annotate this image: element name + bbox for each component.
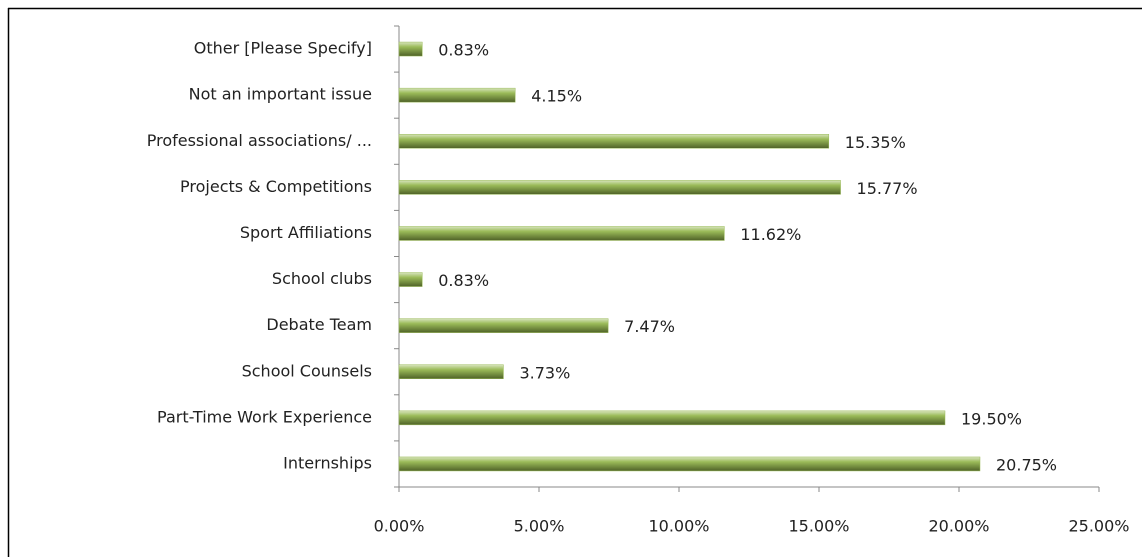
x-tick-label: 15.00% xyxy=(788,517,849,536)
data-label: 11.62% xyxy=(740,225,801,244)
bar xyxy=(398,226,725,241)
bar xyxy=(398,134,830,149)
data-label: 15.35% xyxy=(845,133,906,152)
data-label: 4.15% xyxy=(531,87,582,106)
data-label: 0.83% xyxy=(438,271,489,290)
data-label: 0.83% xyxy=(438,41,489,60)
bar xyxy=(398,272,423,287)
y-tick-label: Projects & Competitions xyxy=(180,177,372,196)
y-tick-label: Professional associations/ ... xyxy=(147,131,372,150)
bar xyxy=(398,318,609,333)
y-tick-label: Debate Team xyxy=(266,315,372,334)
y-tick-label: Sport Affiliations xyxy=(240,223,372,242)
y-tick-label: School clubs xyxy=(272,269,372,288)
data-label: 20.75% xyxy=(996,455,1057,474)
data-label: 19.50% xyxy=(961,409,1022,428)
bar xyxy=(398,410,946,426)
y-tick-label: Not an important issue xyxy=(189,85,372,104)
data-label: 15.77% xyxy=(857,179,918,198)
x-tick-label: 25.00% xyxy=(1068,517,1129,536)
x-tick-label: 20.00% xyxy=(928,517,989,536)
y-tick-label: Other [Please Specify] xyxy=(194,39,372,58)
y-tick-label: School Counsels xyxy=(242,361,372,380)
x-tick-label: 10.00% xyxy=(648,517,709,536)
y-tick-label: Internships xyxy=(283,453,372,472)
bar xyxy=(398,41,423,57)
y-tick-label: Part-Time Work Experience xyxy=(157,407,372,426)
x-tick-label: 0.00% xyxy=(374,517,425,536)
bar xyxy=(398,180,841,195)
bar xyxy=(398,87,516,103)
bar xyxy=(398,456,981,472)
data-label: 7.47% xyxy=(624,317,675,336)
x-tick-label: 5.00% xyxy=(514,517,565,536)
data-label: 3.73% xyxy=(519,363,570,382)
bar xyxy=(398,364,504,379)
